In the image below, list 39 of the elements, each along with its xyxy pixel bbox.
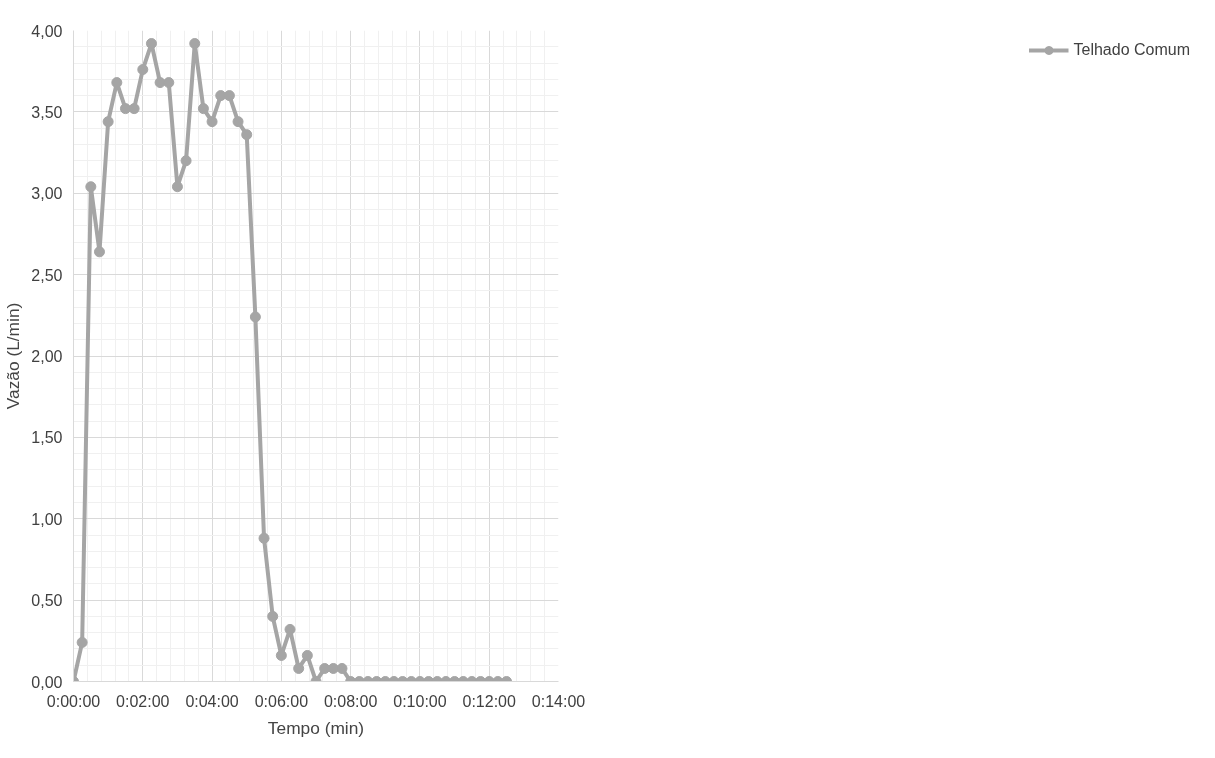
y-tick-label: 4,00 — [31, 22, 63, 40]
legend-label: Telhado Comum — [1073, 41, 1190, 59]
point — [206, 116, 218, 128]
point — [93, 246, 105, 258]
point — [180, 155, 192, 167]
y-tick-label: 3,50 — [31, 103, 63, 121]
point — [249, 311, 261, 323]
y-tick-label: 1,50 — [31, 429, 63, 447]
point — [197, 103, 209, 115]
point — [102, 116, 114, 128]
x-tick-label: 0:14:00 — [531, 692, 586, 710]
x-tick-label: 0:08:00 — [323, 692, 378, 710]
point — [284, 623, 296, 635]
x-tick-label: 0:10:00 — [393, 692, 447, 710]
x-tick-label: 0:00:00 — [46, 692, 101, 710]
x-tick-label: 0:06:00 — [254, 692, 309, 710]
x-axis-title: Tempo (min) — [267, 717, 365, 738]
y-tick-label: 2,50 — [31, 266, 63, 284]
y-tick-label: 1,00 — [31, 510, 63, 528]
point — [258, 532, 270, 544]
point — [267, 610, 279, 622]
point — [85, 181, 97, 193]
y-tick-label: 0,00 — [31, 673, 63, 691]
point — [171, 181, 183, 193]
y-axis-title: Vazão (L/min) — [3, 302, 24, 410]
point — [301, 649, 313, 661]
y-tick-label: 3,00 — [31, 185, 63, 203]
point — [336, 662, 348, 674]
x-tick-label: 0:12:00 — [462, 692, 517, 710]
point — [241, 129, 253, 141]
y-tick-label: 0,50 — [31, 592, 63, 610]
x-tick-label: 0:04:00 — [185, 692, 239, 710]
point — [76, 636, 88, 648]
point — [163, 77, 175, 89]
x-tick-label: 0:02:00 — [116, 692, 170, 710]
point — [232, 116, 244, 128]
point — [189, 38, 201, 50]
y-tick-label: 2,00 — [31, 348, 63, 365]
point — [137, 64, 149, 76]
